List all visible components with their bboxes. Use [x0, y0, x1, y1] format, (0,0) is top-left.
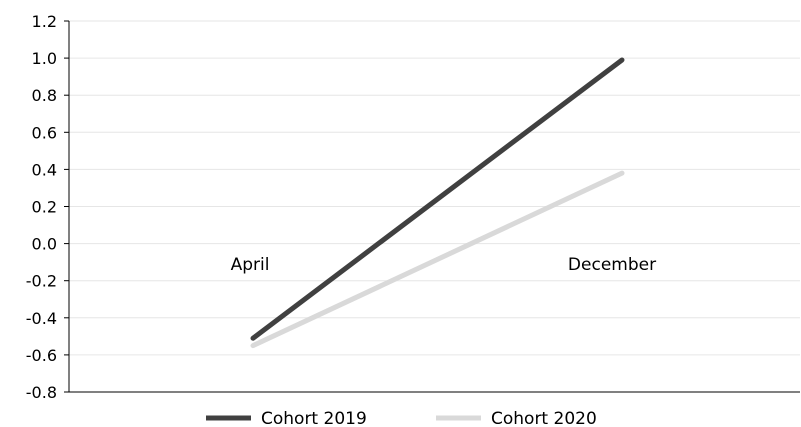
y-axis: 1.2 1.0 0.8 0.6 0.4 0.2 0.0 -0.2 -0.4 -0.6 -0.8	[26, 12, 70, 402]
y-tick-label: 0.4	[32, 160, 57, 179]
y-tick-label: 0.2	[32, 198, 57, 217]
y-tick-label: 0.0	[32, 235, 57, 254]
y-tick-label: -0.8	[26, 383, 57, 402]
legend-label: Cohort 2019	[261, 409, 367, 427]
series-line-2	[250, 170, 625, 349]
y-tick-label: 1.2	[32, 12, 57, 31]
y-tick-label: 1.0	[32, 49, 57, 68]
x-axis: April December	[69, 255, 800, 393]
series-lines	[250, 57, 625, 349]
y-tick-label: 0.8	[32, 86, 57, 105]
series-line-1	[250, 57, 625, 341]
gridlines	[69, 20, 800, 356]
legend: Cohort 2019 Cohort 2020	[206, 409, 597, 427]
y-tick-label: 0.6	[32, 123, 57, 142]
x-category-label: December	[568, 255, 656, 275]
x-category-label: April	[231, 255, 270, 275]
y-tick-label: -0.6	[26, 346, 57, 365]
legend-label: Cohort 2020	[491, 409, 597, 427]
y-tick-label: -0.4	[26, 309, 57, 328]
y-tick-label: -0.2	[26, 272, 57, 291]
